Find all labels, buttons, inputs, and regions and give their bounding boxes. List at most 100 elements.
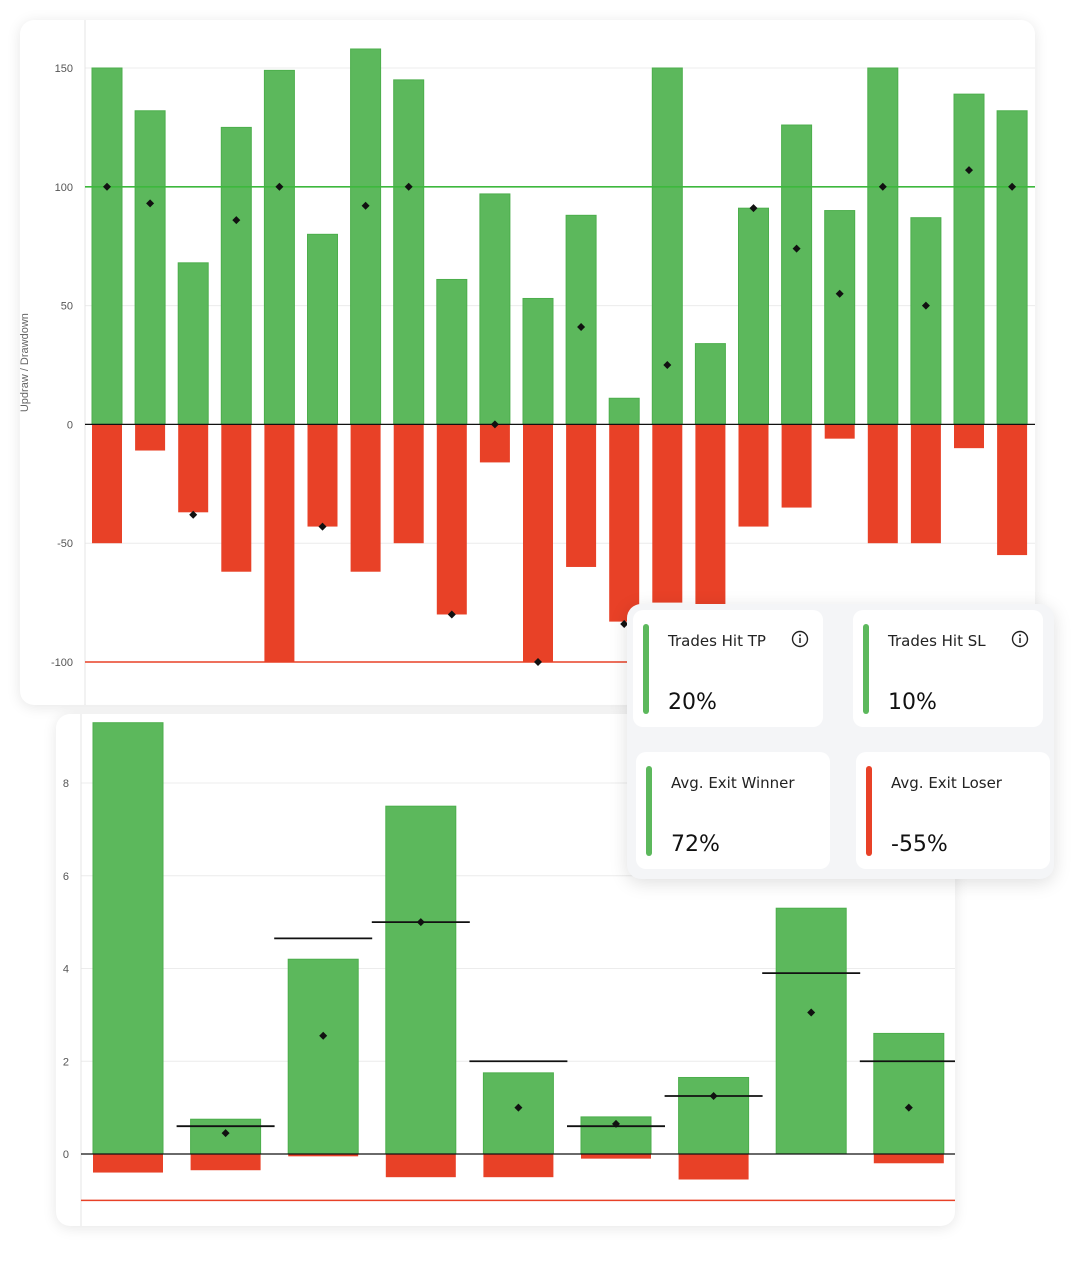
- drawdown-bar: [824, 424, 855, 439]
- stat-value: -55%: [891, 832, 948, 857]
- updraw-bar: [781, 124, 813, 425]
- updraw-bar: [385, 805, 457, 1155]
- exit-point: [807, 1008, 816, 1017]
- info-icon[interactable]: [791, 630, 809, 648]
- drawdown-bar: [867, 424, 898, 544]
- drawdown-bar: [997, 424, 1028, 556]
- exit-point: [878, 182, 887, 191]
- ratio-chart-card: 8 6 4 2 0: [56, 714, 955, 1226]
- updraw-drawdown-chart-card: 150 100 50 0 -50 -100 Updraw / Drawdown: [20, 20, 1035, 705]
- drawdown-bar: [910, 424, 941, 544]
- drawdown-bar: [135, 424, 166, 451]
- updraw-bar: [134, 110, 166, 425]
- info-icon[interactable]: [1011, 630, 1029, 648]
- exit-point: [416, 918, 425, 927]
- drawdown-bar: [581, 1154, 651, 1159]
- exit-point: [1008, 182, 1017, 191]
- drawdown-bar: [93, 1154, 163, 1173]
- stat-value: 10%: [888, 690, 937, 715]
- y-tick-label: 0: [63, 1149, 69, 1161]
- updraw-bar: [824, 210, 856, 425]
- exit-point: [404, 182, 413, 191]
- updraw-bar: [953, 93, 985, 425]
- exit-point: [965, 166, 973, 175]
- updraw-bar: [651, 67, 683, 425]
- stat-color-bar: [863, 624, 869, 714]
- updraw-bar: [738, 207, 769, 425]
- exit-point: [709, 1092, 718, 1101]
- drawdown-bar: [190, 1154, 261, 1171]
- drawdown-bar: [695, 424, 726, 605]
- updraw-bar: [393, 79, 425, 425]
- exit-point: [835, 289, 844, 298]
- y-tick-label: 2: [63, 1056, 69, 1068]
- exit-point: [612, 1119, 620, 1128]
- stat-color-bar: [866, 766, 872, 856]
- updraw-bar: [91, 67, 123, 425]
- updraw-bar: [307, 233, 338, 425]
- stat-label: Avg. Exit Loser: [891, 774, 1002, 792]
- exit-point: [904, 1103, 913, 1112]
- updraw-bar: [873, 1032, 945, 1155]
- y-tick-label: 100: [55, 182, 73, 194]
- updraw-bar: [263, 69, 295, 425]
- stat-color-bar: [646, 766, 652, 856]
- y-tick-label: -100: [51, 657, 73, 669]
- exit-point: [232, 216, 241, 225]
- drawdown-bar: [483, 1154, 554, 1178]
- exit-point: [490, 420, 499, 429]
- updraw-bar: [867, 67, 899, 425]
- updraw-bar: [479, 193, 511, 425]
- y-tick-label: -50: [57, 538, 73, 550]
- exit-point: [319, 1031, 328, 1040]
- stat-label: Trades Hit TP: [668, 632, 766, 650]
- y-tick-label: 4: [63, 964, 69, 976]
- exit-point: [534, 658, 542, 666]
- stat-value: 72%: [671, 832, 720, 857]
- stat-card-avg-exit-winner: Avg. Exit Winner 72%: [636, 752, 830, 869]
- updraw-drawdown-chart: 150 100 50 0 -50 -100 Updraw / Drawdown: [20, 20, 1035, 705]
- stat-value: 20%: [668, 690, 717, 715]
- exit-point: [318, 522, 327, 531]
- y-axis-label: Updraw / Drawdown: [20, 313, 31, 412]
- drawdown-bar: [385, 1154, 456, 1178]
- drawdown-bar: [678, 1154, 749, 1180]
- drawdown-bar: [738, 424, 769, 527]
- exit-point: [663, 361, 672, 369]
- drawdown-bar: [873, 1154, 944, 1164]
- drawdown-bar: [393, 424, 424, 544]
- drawdown-bar: [436, 424, 467, 615]
- ratio-chart: 8 6 4 2 0: [63, 714, 955, 1226]
- updraw-bar: [678, 1076, 750, 1155]
- stat-label: Avg. Exit Winner: [671, 774, 795, 792]
- stat-label: Trades Hit SL: [888, 632, 986, 650]
- drawdown-bar: [307, 424, 338, 527]
- exit-point: [146, 199, 155, 208]
- drawdown-bar: [652, 424, 683, 603]
- y-tick-label: 150: [55, 63, 73, 75]
- exit-point: [577, 322, 586, 331]
- exit-point: [275, 182, 284, 191]
- drawdown-bar: [479, 424, 510, 463]
- updraw-bar: [565, 214, 597, 425]
- stat-color-bar: [643, 624, 649, 714]
- updraw-bar: [608, 397, 640, 425]
- stats-panel: Trades Hit TP 20% Trades Hit SL 10% Avg.…: [627, 604, 1054, 879]
- drawdown-bar: [178, 424, 209, 513]
- exit-point: [620, 619, 629, 628]
- drawdown-bar: [92, 424, 122, 544]
- drawdown-bar: [264, 424, 295, 662]
- updraw-bar: [996, 110, 1028, 425]
- exit-point: [361, 201, 370, 210]
- updraw-bar: [350, 48, 382, 425]
- y-tick-label: 50: [61, 301, 73, 313]
- drawdown-bar: [288, 1154, 359, 1157]
- stat-card-avg-exit-loser: Avg. Exit Loser -55%: [856, 752, 1050, 869]
- exit-point: [792, 244, 801, 253]
- drawdown-bar: [221, 424, 252, 572]
- y-tick-label: 8: [63, 778, 69, 790]
- updraw-bar: [92, 722, 164, 1155]
- exit-point: [103, 182, 111, 191]
- exit-point: [514, 1103, 523, 1112]
- y-tick-label: 6: [63, 871, 69, 883]
